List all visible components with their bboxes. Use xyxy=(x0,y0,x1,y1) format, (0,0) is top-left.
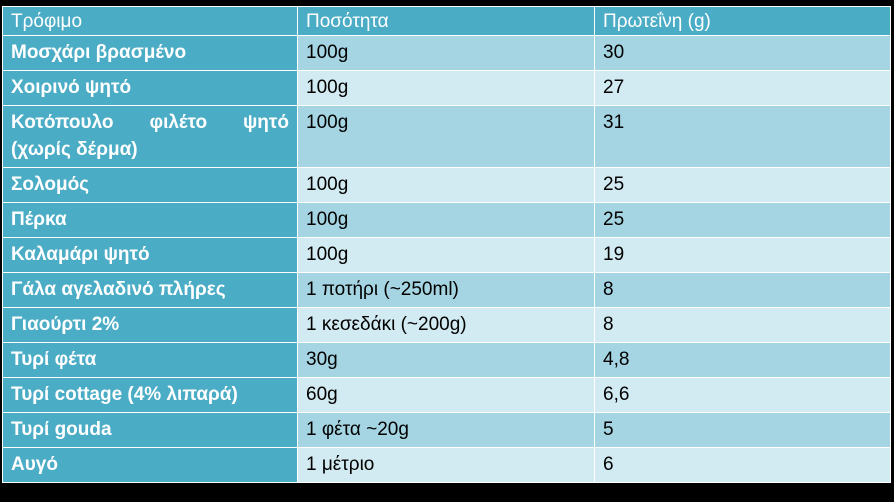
protein-cell: 27 xyxy=(594,70,891,106)
quantity-cell: 1 φέτα ~20g xyxy=(297,412,595,448)
food-cell: Μοσχάρι βρασμένο xyxy=(2,35,298,71)
protein-cell: 30 xyxy=(594,35,891,71)
quantity-cell: 100g xyxy=(297,70,595,106)
food-cell: Σολομός xyxy=(2,167,298,203)
protein-cell: 25 xyxy=(594,167,891,203)
protein-table: Τρόφιμο Ποσότητα Πρωτεΐνη (g) Μοσχάρι βρ… xyxy=(2,6,891,483)
table-row: Αυγό 1 μέτριο 6 xyxy=(2,447,891,483)
header-protein: Πρωτεΐνη (g) xyxy=(594,6,891,36)
quantity-cell: 100g xyxy=(297,202,595,238)
food-cell-text: Κοτόπουλο φιλέτο ψητό (χωρίς δέρμα) xyxy=(11,112,289,160)
protein-cell: 8 xyxy=(594,307,891,343)
protein-cell: 8 xyxy=(594,272,891,308)
table-row: Χοιρινό ψητό 100g 27 xyxy=(2,70,891,106)
quantity-cell: 1 μέτριο xyxy=(297,447,595,483)
table-row: Πέρκα 100g 25 xyxy=(2,202,891,238)
protein-cell: 5 xyxy=(594,412,891,448)
quantity-cell: 1 ποτήρι (~250ml) xyxy=(297,272,595,308)
header-food: Τρόφιμο xyxy=(2,6,298,36)
food-cell: Χοιρινό ψητό xyxy=(2,70,298,106)
table-header: Τρόφιμο Ποσότητα Πρωτεΐνη (g) xyxy=(2,6,891,36)
food-cell: Κοτόπουλο φιλέτο ψητό (χωρίς δέρμα) xyxy=(2,105,298,168)
quantity-cell: 60g xyxy=(297,377,595,413)
protein-cell: 25 xyxy=(594,202,891,238)
food-cell: Γιαούρτι 2% xyxy=(2,307,298,343)
food-cell: Αυγό xyxy=(2,447,298,483)
food-cell: Τυρί gouda xyxy=(2,412,298,448)
table-row: Γιαούρτι 2% 1 κεσεδάκι (~200g) 8 xyxy=(2,307,891,343)
food-cell: Πέρκα xyxy=(2,202,298,238)
protein-cell: 6 xyxy=(594,447,891,483)
food-cell: Τυρί φέτα xyxy=(2,342,298,378)
protein-cell: 31 xyxy=(594,105,891,168)
header-quantity: Ποσότητα xyxy=(297,6,595,36)
table-row: Καλαμάρι ψητό 100g 19 xyxy=(2,237,891,273)
quantity-cell: 100g xyxy=(297,237,595,273)
protein-cell: 6,6 xyxy=(594,377,891,413)
food-cell: Τυρί cottage (4% λιπαρά) xyxy=(2,377,298,413)
table-row: Σολομός 100g 25 xyxy=(2,167,891,203)
table-row: Κοτόπουλο φιλέτο ψητό (χωρίς δέρμα) 100g… xyxy=(2,105,891,168)
table-body: Μοσχάρι βρασμένο 100g 30 Χοιρινό ψητό 10… xyxy=(2,35,891,483)
table-row: Μοσχάρι βρασμένο 100g 30 xyxy=(2,35,891,71)
protein-cell: 19 xyxy=(594,237,891,273)
table-row: Γάλα αγελαδινό πλήρες 1 ποτήρι (~250ml) … xyxy=(2,272,891,308)
quantity-cell: 30g xyxy=(297,342,595,378)
header-row: Τρόφιμο Ποσότητα Πρωτεΐνη (g) xyxy=(2,6,891,36)
quantity-cell: 1 κεσεδάκι (~200g) xyxy=(297,307,595,343)
protein-cell: 4,8 xyxy=(594,342,891,378)
food-cell: Γάλα αγελαδινό πλήρες xyxy=(2,272,298,308)
table-row: Τυρί gouda 1 φέτα ~20g 5 xyxy=(2,412,891,448)
quantity-cell: 100g xyxy=(297,105,595,168)
table-row: Τυρί φέτα 30g 4,8 xyxy=(2,342,891,378)
food-cell: Καλαμάρι ψητό xyxy=(2,237,298,273)
quantity-cell: 100g xyxy=(297,167,595,203)
quantity-cell: 100g xyxy=(297,35,595,71)
table-row: Τυρί cottage (4% λιπαρά) 60g 6,6 xyxy=(2,377,891,413)
